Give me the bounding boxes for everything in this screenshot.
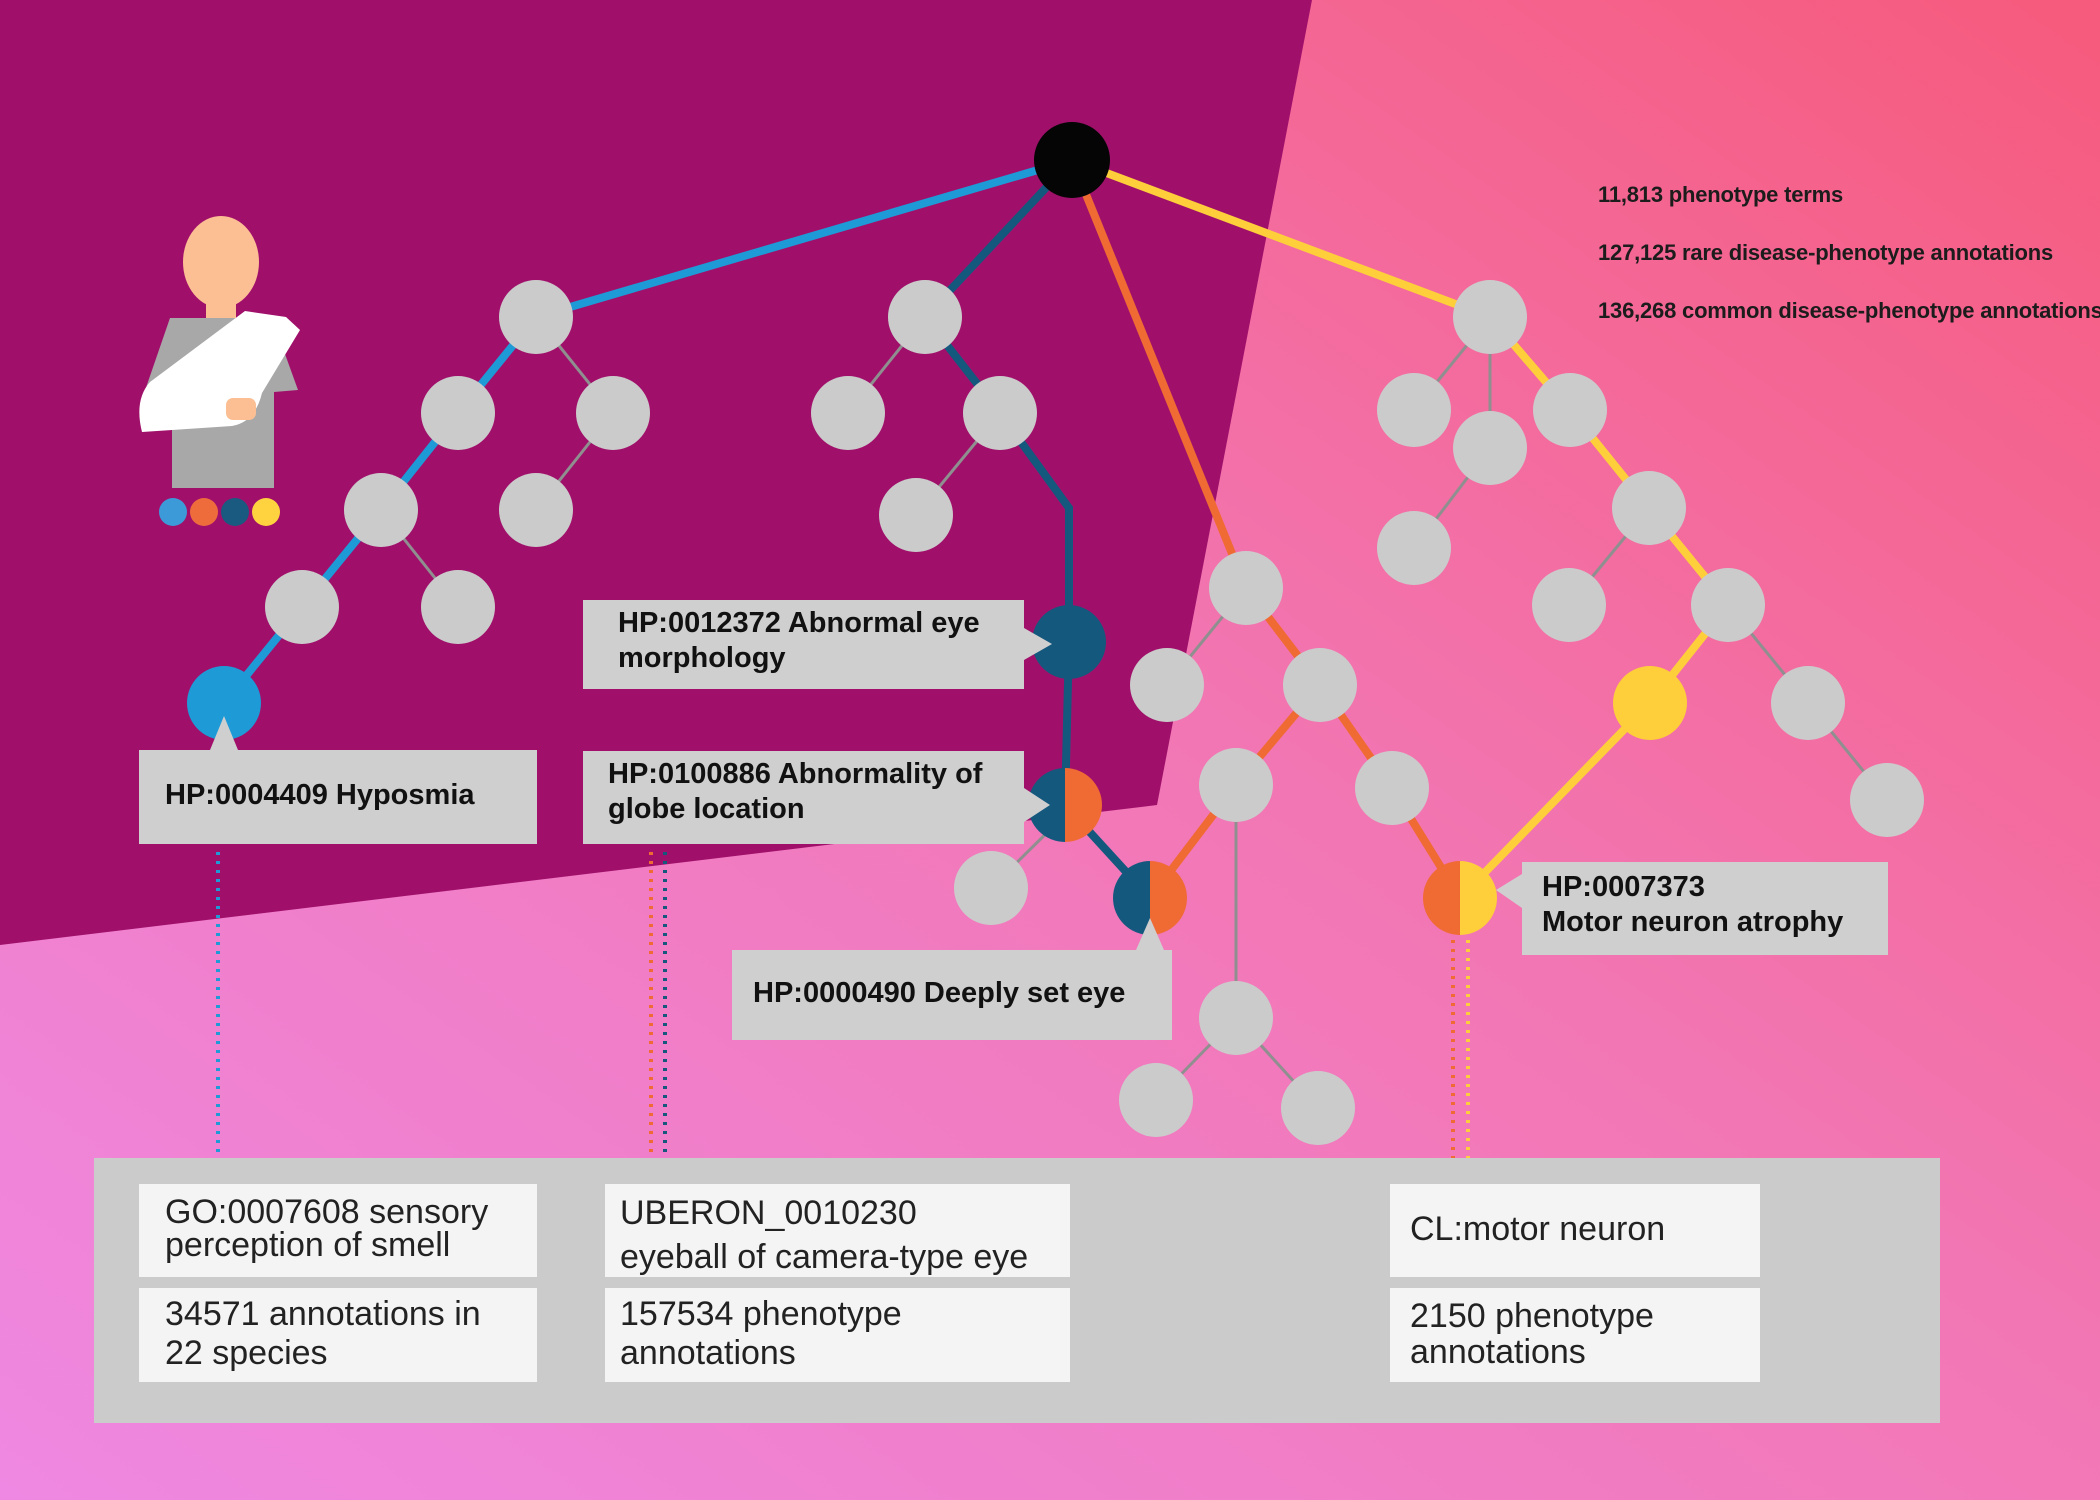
callout-eye-morphology-line2: morphology (618, 642, 786, 674)
node (811, 376, 885, 450)
callout-abnormality-globe-location: HP:0100886 Abnormality of globe location (583, 751, 1024, 844)
callout-hyposmia-text: HP:0004409 Hyposmia (165, 779, 475, 811)
yellow-node (1613, 666, 1687, 740)
node (1691, 568, 1765, 642)
patient-phenotype-dots (159, 498, 280, 526)
node (1199, 748, 1273, 822)
stat-phenotype-terms: 11,813 phenotype terms (1598, 182, 1844, 207)
cl-term-box: CL:motor neuron (1390, 1184, 1760, 1277)
node (1283, 648, 1357, 722)
node (888, 280, 962, 354)
uberon-count-line2: annotations (620, 1334, 796, 1372)
callout-abnormal-eye-morphology: HP:0012372 Abnormal eye morphology (583, 600, 1024, 689)
node (499, 473, 573, 547)
node (1199, 981, 1273, 1055)
node (1130, 648, 1204, 722)
callout-motor-line1: HP:0007373 (1542, 871, 1705, 903)
uberon-term-line2: eyeball of camera-type eye (620, 1238, 1029, 1276)
plum-background-region (0, 0, 1312, 945)
go-term-line1: GO:0007608 sensory (165, 1193, 489, 1231)
callout-deeply-set-eye-text: HP:0000490 Deeply set eye (753, 977, 1126, 1009)
go-count-line2: 22 species (165, 1334, 328, 1372)
callout-globe-line1: HP:0100886 Abnormality of (608, 758, 983, 790)
motor-neuron-node (1423, 861, 1497, 935)
callout-hyposmia: HP:0004409 Hyposmia (139, 750, 537, 844)
go-annotation-count-box: 34571 annotations in 22 species (139, 1288, 537, 1382)
node (499, 280, 573, 354)
node (1209, 551, 1283, 625)
cl-term-text: CL:motor neuron (1410, 1210, 1666, 1248)
node (1377, 373, 1451, 447)
cl-count-line2: annotations (1410, 1333, 1586, 1371)
node (1612, 471, 1686, 545)
node (1355, 751, 1429, 825)
node (1377, 511, 1451, 585)
eye-morphology-node (1032, 605, 1106, 679)
cl-count-line1: 2150 phenotype (1410, 1297, 1654, 1335)
node (879, 478, 953, 552)
node (1453, 280, 1527, 354)
node (1532, 568, 1606, 642)
go-term-line2: perception of smell (165, 1226, 451, 1264)
callout-pointers (210, 628, 1522, 950)
uberon-term-box: UBERON_0010230 eyeball of camera-type ey… (605, 1184, 1070, 1277)
patient-with-arm-sling-icon (139, 216, 300, 488)
hyposmia-node (187, 666, 261, 740)
node (963, 376, 1037, 450)
node (1533, 373, 1607, 447)
node (265, 570, 339, 644)
root-node (1034, 122, 1110, 198)
go-count-line1: 34571 annotations in (165, 1295, 481, 1333)
node (576, 376, 650, 450)
uberon-annotation-count-box: 157534 phenotype annotations (605, 1288, 1070, 1382)
dotted-connectors (216, 852, 1470, 1180)
uberon-term-line1: UBERON_0010230 (620, 1194, 917, 1232)
node (1281, 1071, 1355, 1145)
node (1119, 1063, 1193, 1137)
callout-deeply-set-eye: HP:0000490 Deeply set eye (732, 950, 1172, 1040)
node (1850, 763, 1924, 837)
callout-globe-line2: globe location (608, 793, 805, 825)
cl-annotation-count-box: 2150 phenotype annotations (1390, 1288, 1760, 1382)
orange-path (1068, 156, 1326, 902)
ontology-statistics: 11,813 phenotype terms 127,125 rare dise… (1598, 180, 2100, 354)
orange-path-2 (1242, 584, 1464, 902)
node (421, 376, 495, 450)
deeply-set-eye-node (1113, 861, 1187, 935)
stat-rare-disease-annotations: 127,125 rare disease-phenotype annotatio… (1598, 240, 2053, 265)
node (344, 473, 418, 547)
node (954, 851, 1028, 925)
stat-common-disease-annotations: 136,268 common disease-phenotype annotat… (1598, 298, 2100, 323)
gray-nodes (265, 280, 1924, 1145)
callout-motor-neuron-atrophy: HP:0007373 Motor neuron atrophy (1522, 862, 1888, 955)
go-term-box: GO:0007608 sensory perception of smell (139, 1184, 537, 1277)
node (421, 570, 495, 644)
callout-motor-line2: Motor neuron atrophy (1542, 906, 1844, 938)
node (1771, 666, 1845, 740)
node (1453, 411, 1527, 485)
callout-eye-morphology-line1: HP:0012372 Abnormal eye (618, 607, 980, 639)
uberon-count-line1: 157534 phenotype (620, 1295, 902, 1333)
